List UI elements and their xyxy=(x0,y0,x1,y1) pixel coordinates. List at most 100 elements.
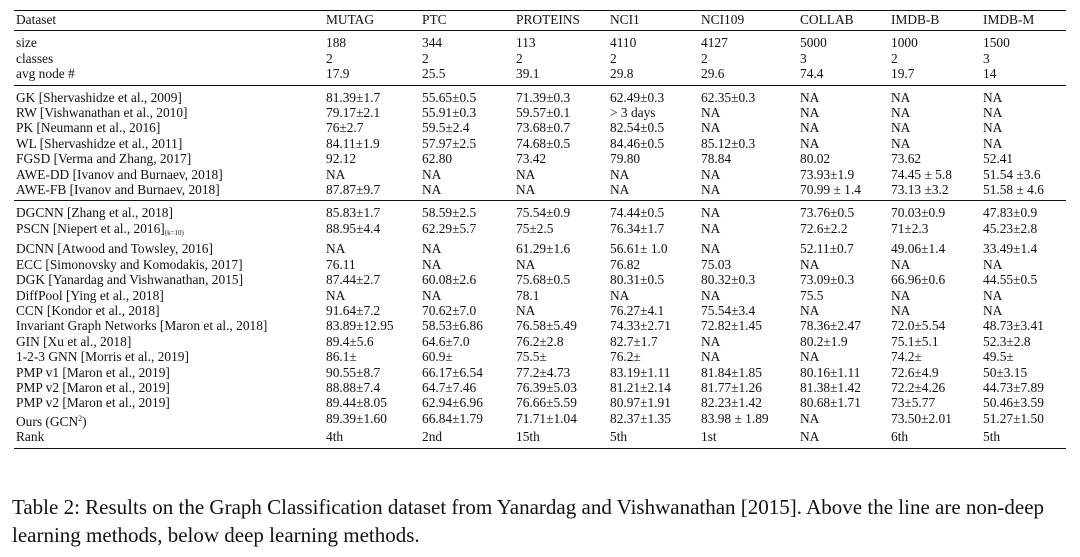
row-label: RW [Vishwanathan et al., 2010] xyxy=(14,105,324,120)
result-cell: 82.23±1.42 xyxy=(701,395,762,411)
result-cell: NA xyxy=(422,182,442,198)
result-cell: NA xyxy=(701,205,721,221)
result-cell: NA xyxy=(891,287,911,303)
row-label-text: Ours (GCN xyxy=(16,413,79,429)
result-cell: 74.45 ± 5.8 xyxy=(891,166,952,182)
result-cell: 80.97±1.91 xyxy=(610,395,671,411)
result-cell: 83.89±12.95 xyxy=(326,318,394,334)
result-cell: NA xyxy=(516,166,536,182)
result-cell: 70.03±0.9 xyxy=(891,205,946,221)
stat-cell: 2 xyxy=(701,50,708,66)
row-label-text: classes xyxy=(16,50,54,66)
result-cell: 73±5.77 xyxy=(891,395,936,411)
stat-cell: 39.1 xyxy=(516,66,540,82)
method-row: DiffPool [Ying et al., 2018] NA NA 78.1 NA NA… xyxy=(14,288,1066,303)
result-cell: 89.4±5.6 xyxy=(326,333,374,349)
result-cell: NA xyxy=(326,166,346,182)
row-label-text: GIN [Xu et al., 2018] xyxy=(16,333,132,349)
result-cell: 87.44±2.7 xyxy=(326,272,381,288)
row-label: ECC [Simonovsky and Komodakis, 2017] xyxy=(14,257,324,272)
method-row: GIN [Xu et al., 2018] 89.4±5.6 64.6±7.0 76.… xyxy=(14,334,1066,349)
result-cell: 90.55±8.7 xyxy=(326,364,381,380)
result-cell: 73.50±2.01 xyxy=(891,410,952,426)
result-cell: 1st xyxy=(701,429,717,445)
result-cell: 74.33±2.71 xyxy=(610,318,671,334)
result-cell: 62.49±0.3 xyxy=(610,89,665,105)
result-cell: 50.46±3.59 xyxy=(983,395,1044,411)
result-cell: NA xyxy=(422,256,442,272)
deep-section: DGCNN [Zhang et al., 2018] 85.83±1.7 58.59… xyxy=(14,200,1066,449)
result-cell: 81.39±1.7 xyxy=(326,89,381,105)
result-cell: NA xyxy=(610,166,630,182)
result-cell: 80.68±1.71 xyxy=(800,395,861,411)
result-cell: 62.80 xyxy=(422,151,453,167)
row-label-text: DCNN [Atwood and Towsley, 2016] xyxy=(16,241,213,257)
result-cell: NA xyxy=(891,256,911,272)
result-cell: 81.77±1.26 xyxy=(701,379,762,395)
stat-cell: 5000 xyxy=(800,35,827,51)
result-cell: 62.29±5.7 xyxy=(422,220,477,236)
result-cell: 71.39±0.3 xyxy=(516,89,571,105)
stat-cell: 3 xyxy=(800,50,807,66)
result-cell: 66.84±1.79 xyxy=(422,410,483,426)
row-label-text: DiffPool [Ying et al., 2018] xyxy=(16,287,164,303)
result-cell: NA xyxy=(800,349,820,365)
result-cell: 91.64±7.2 xyxy=(326,302,381,318)
method-row: PSCN [Niepert et al., 2016](k=10) 88.95±4… xyxy=(14,221,1066,241)
stat-cell: 29.8 xyxy=(610,66,634,82)
result-cell: 73.76±0.5 xyxy=(800,205,855,221)
row-label: PK [Neumann et al., 2016] xyxy=(14,120,324,135)
result-cell: NA xyxy=(422,166,442,182)
row-label-text: PSCN [Niepert et al., 2016] xyxy=(16,220,165,236)
result-cell: NA xyxy=(983,120,1003,136)
result-cell: NA xyxy=(800,120,820,136)
stat-cell: 74.4 xyxy=(800,66,824,82)
dataset-header: Dataset xyxy=(16,12,57,27)
row-label: Rank xyxy=(14,429,324,448)
result-cell: 59.57±0.1 xyxy=(516,105,571,121)
stat-cell: 2 xyxy=(516,50,523,66)
row-label: size xyxy=(14,31,324,51)
row-label: PMP v2 [Maron et al., 2019] xyxy=(14,380,324,395)
result-cell: 45.23±2.8 xyxy=(983,220,1038,236)
result-cell: 75±2.5 xyxy=(516,220,554,236)
result-cell: 58.59±2.5 xyxy=(422,205,477,221)
result-cell: 50±3.15 xyxy=(983,364,1028,380)
result-cell: NA xyxy=(891,120,911,136)
stat-cell: 29.6 xyxy=(701,66,725,82)
result-cell: NA xyxy=(701,220,721,236)
result-cell: 52.11±0.7 xyxy=(800,241,854,257)
result-cell: 72.82±1.45 xyxy=(701,318,762,334)
result-cell: 76.66±5.59 xyxy=(516,395,577,411)
result-cell: 79.17±2.1 xyxy=(326,105,381,121)
stat-cell: 2 xyxy=(610,50,617,66)
result-cell: 78.84 xyxy=(701,151,732,167)
row-label: DGK [Yanardag and Vishwanathan, 2015] xyxy=(14,272,324,287)
row-label-text: size xyxy=(16,35,37,51)
result-cell: NA xyxy=(983,105,1003,121)
column-header: COLLAB xyxy=(800,12,854,27)
result-cell: NA xyxy=(983,302,1003,318)
method-row: PK [Neumann et al., 2016] 76±2.7 59.5±2.4 7… xyxy=(14,120,1066,135)
result-cell: 51.54 ±3.6 xyxy=(983,166,1041,182)
result-cell: NA xyxy=(800,256,820,272)
result-cell: 80.31±0.5 xyxy=(610,272,665,288)
result-cell: NA xyxy=(610,287,630,303)
result-cell: 82.37±1.35 xyxy=(610,410,671,426)
stat-row: classes 2 2 2 2 2 3 2 3 xyxy=(14,51,1066,66)
row-label: AWE-FB [Ivanov and Burnaev, 2018] xyxy=(14,182,324,201)
method-row: Ours (GCN2) 89.39±1.60 66.84±1.79 71.71±1.0… xyxy=(14,411,1066,429)
row-label-text: CCN [Kondor et al., 2018] xyxy=(16,302,160,318)
result-cell: NA xyxy=(701,349,721,365)
result-cell: NA xyxy=(800,410,820,426)
result-cell: 76.27±4.1 xyxy=(610,302,665,318)
row-label: Ours (GCN2) xyxy=(14,411,324,429)
result-cell: 76.2± xyxy=(610,349,641,365)
result-cell: 70.99 ± 1.4 xyxy=(800,182,861,198)
stat-cell: 2 xyxy=(422,50,429,66)
row-label: DGCNN [Zhang et al., 2018] xyxy=(14,201,324,221)
row-label-text: ECC [Simonovsky and Komodakis, 2017] xyxy=(16,256,243,272)
stat-cell: 1000 xyxy=(891,35,918,51)
column-header: IMDB-M xyxy=(983,12,1035,27)
result-cell: 79.80 xyxy=(610,151,641,167)
